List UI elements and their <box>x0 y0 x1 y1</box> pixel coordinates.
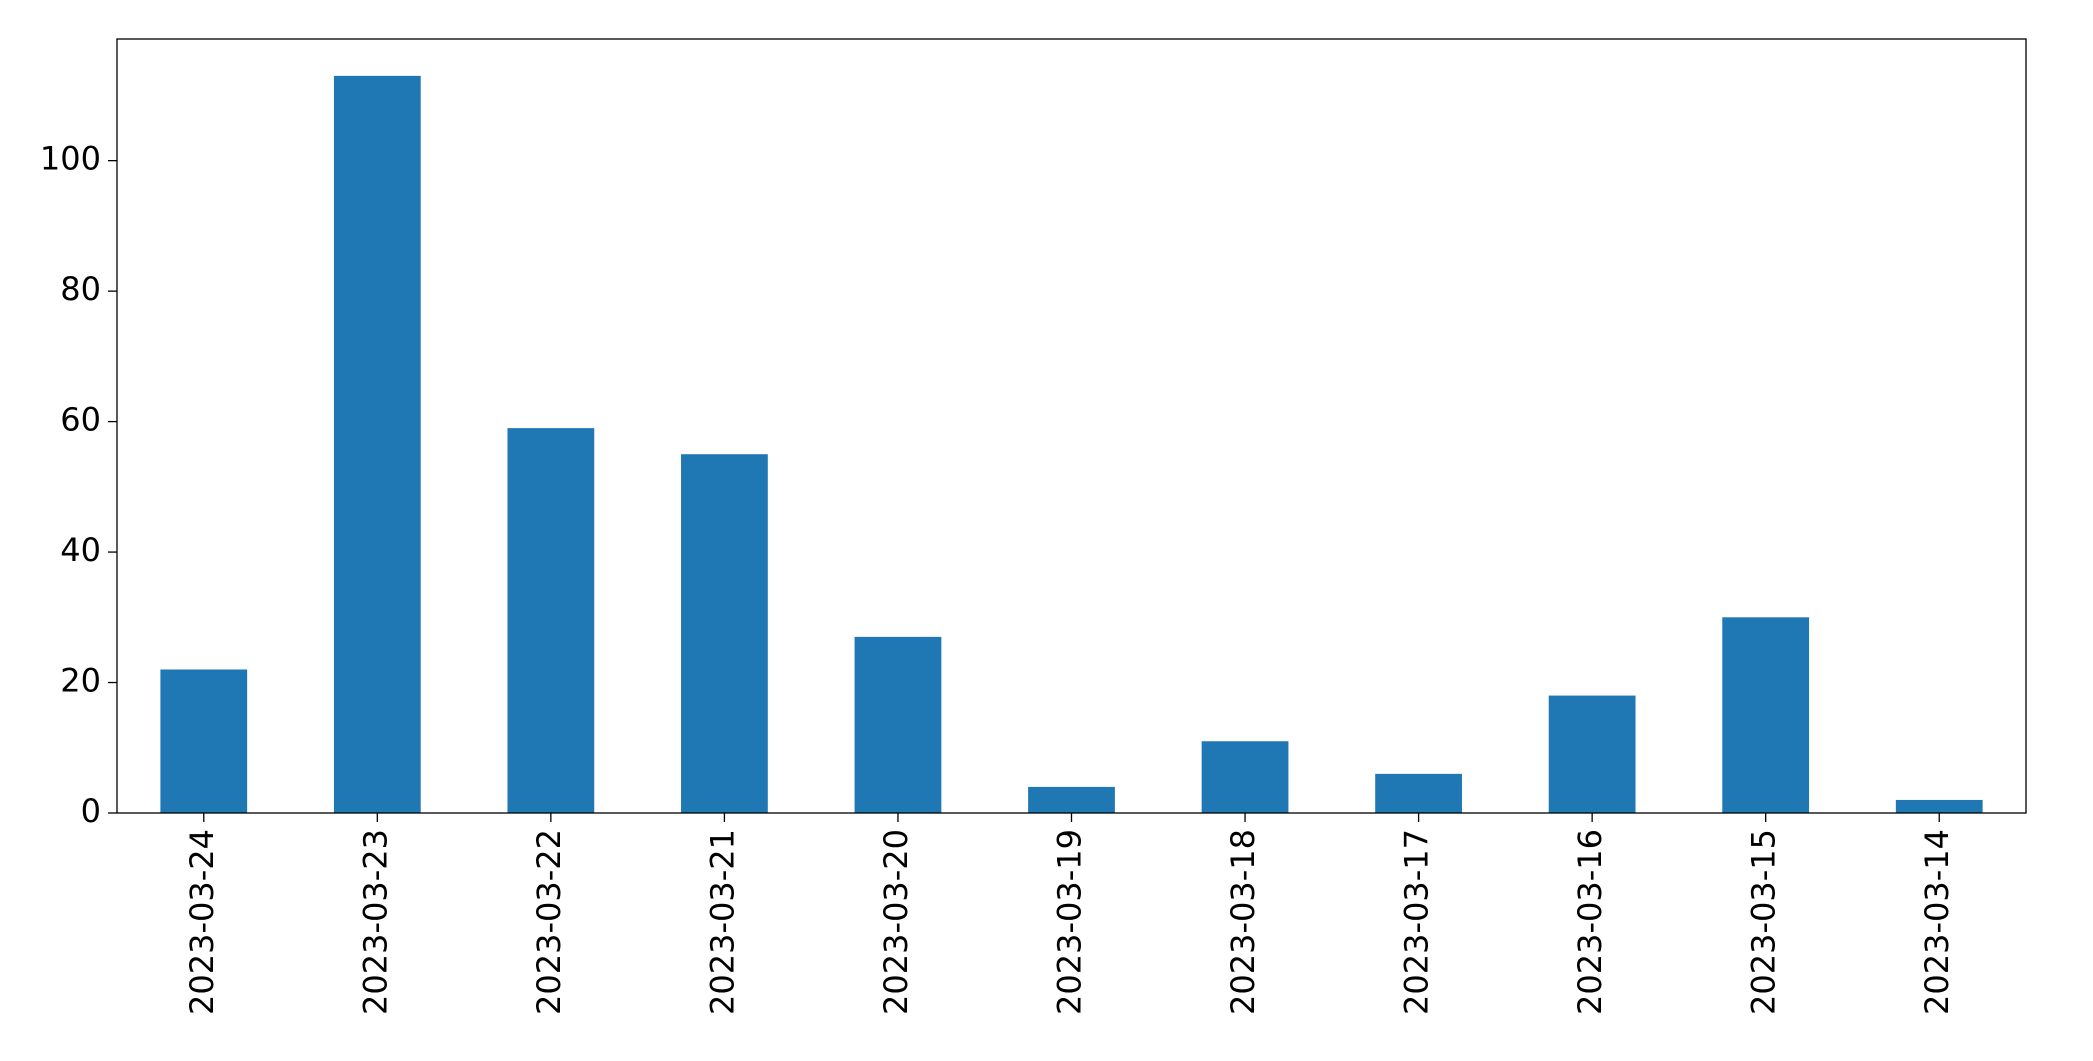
bar <box>507 428 595 813</box>
bar <box>1201 741 1289 813</box>
x-tick-label: 2023-03-16 <box>1571 829 1609 1015</box>
bar <box>333 75 421 814</box>
bar <box>160 669 248 813</box>
bar <box>1895 799 1983 813</box>
x-tick-label: 2023-03-15 <box>1745 829 1783 1015</box>
bar <box>1028 786 1115 813</box>
x-tick-label: 2023-03-20 <box>877 829 915 1015</box>
y-tick-label: 100 <box>40 140 101 178</box>
y-tick-label: 20 <box>60 662 101 700</box>
x-tick-label: 2023-03-17 <box>1398 829 1436 1015</box>
bar <box>1548 695 1636 813</box>
x-tick-label: 2023-03-22 <box>530 829 568 1015</box>
bar <box>1722 617 1810 813</box>
bar <box>1375 773 1462 813</box>
x-tick-label: 2023-03-21 <box>703 829 741 1015</box>
y-tick-label: 60 <box>60 401 101 439</box>
y-tick-label: 80 <box>60 270 101 308</box>
x-tick-label: 2023-03-19 <box>1051 829 1089 1015</box>
y-tick-label: 0 <box>81 792 101 830</box>
x-tick-label: 2023-03-24 <box>183 829 221 1015</box>
plot-frame <box>116 38 2027 814</box>
bar <box>681 454 768 813</box>
x-tick-label: 2023-03-14 <box>1918 829 1956 1015</box>
y-tick-label: 40 <box>60 531 101 569</box>
bar <box>854 636 942 813</box>
x-tick-label: 2023-03-18 <box>1224 829 1262 1015</box>
x-tick-label: 2023-03-23 <box>356 829 394 1015</box>
